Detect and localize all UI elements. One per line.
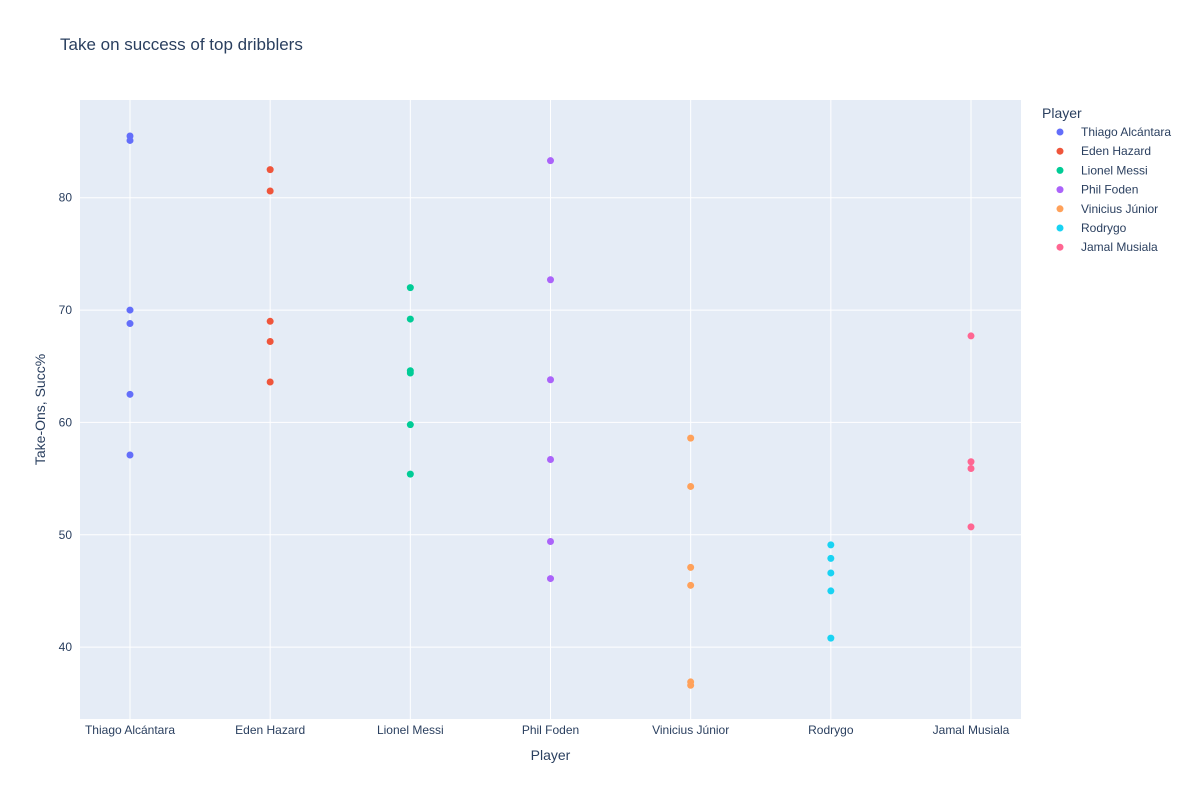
x-tick-label: Thiago Alcántara	[85, 723, 175, 737]
legend-item[interactable]: Thiago Alcántara	[1056, 125, 1172, 139]
data-point[interactable]	[547, 538, 554, 546]
data-points	[126, 132, 975, 689]
legend-item[interactable]: Vinicius Júnior	[1056, 202, 1159, 216]
x-axis-label: Player	[531, 747, 571, 763]
data-point[interactable]	[827, 569, 835, 577]
data-point[interactable]	[967, 458, 975, 466]
data-point[interactable]	[967, 523, 975, 531]
data-point[interactable]	[406, 421, 414, 429]
x-tick-label: Eden Hazard	[235, 723, 305, 737]
legend-title: Player	[1042, 105, 1082, 121]
y-tick-label: 50	[59, 528, 73, 542]
data-point[interactable]	[406, 369, 414, 377]
data-point[interactable]	[827, 554, 835, 562]
data-point[interactable]	[406, 470, 414, 478]
data-point[interactable]	[266, 338, 274, 346]
legend-label: Lionel Messi	[1081, 163, 1148, 177]
data-point[interactable]	[967, 464, 975, 472]
x-tick-label: Jamal Musiala	[933, 723, 1010, 737]
legend-item[interactable]: Rodrygo	[1056, 221, 1127, 235]
data-point[interactable]	[547, 575, 554, 583]
legend-marker	[1056, 147, 1064, 155]
legend-label: Rodrygo	[1081, 221, 1127, 235]
series-2	[406, 284, 414, 478]
data-point[interactable]	[687, 434, 695, 442]
data-point[interactable]	[406, 284, 414, 292]
data-point[interactable]	[126, 136, 134, 144]
data-point[interactable]	[547, 455, 554, 463]
x-tick-label: Phil Foden	[522, 723, 579, 737]
data-point[interactable]	[266, 166, 274, 174]
legend-item[interactable]: Lionel Messi	[1056, 163, 1148, 177]
data-point[interactable]	[126, 306, 134, 314]
legend-marker	[1056, 166, 1064, 174]
data-point[interactable]	[266, 317, 274, 325]
data-point[interactable]	[687, 681, 695, 689]
series-6	[967, 332, 975, 531]
legend-label: Thiago Alcántara	[1081, 125, 1171, 139]
legend-label: Eden Hazard	[1081, 144, 1151, 158]
y-axis-ticks: 40 50 60 70 80	[59, 191, 73, 654]
series-0	[126, 132, 134, 459]
x-axis-ticks: Thiago Alcántara Eden Hazard Lionel Messi P…	[85, 723, 1010, 737]
data-point[interactable]	[266, 378, 274, 386]
y-tick-label: 70	[59, 303, 73, 317]
legend-label: Jamal Musiala	[1081, 240, 1158, 254]
legend-marker	[1056, 128, 1064, 136]
y-tick-label: 60	[59, 415, 73, 429]
grid-lines	[80, 100, 1021, 719]
data-point[interactable]	[687, 563, 695, 571]
data-point[interactable]	[827, 541, 835, 549]
data-point[interactable]	[266, 187, 274, 195]
legend-marker	[1056, 243, 1064, 251]
legend-label: Phil Foden	[1081, 183, 1138, 197]
legend-marker	[1056, 205, 1064, 213]
x-tick-label: Lionel Messi	[377, 723, 444, 737]
series-5	[827, 541, 835, 642]
legend-items[interactable]: Thiago Alcántara Eden Hazard Lionel Messi P…	[1056, 125, 1172, 254]
chart-title: Take on success of top dribblers	[60, 35, 303, 54]
data-point[interactable]	[967, 332, 975, 340]
legend-marker	[1056, 186, 1064, 194]
data-point[interactable]	[547, 157, 554, 165]
data-point[interactable]	[547, 276, 554, 284]
data-point[interactable]	[547, 376, 554, 384]
y-tick-label: 40	[59, 640, 73, 654]
data-point[interactable]	[687, 581, 695, 589]
legend-marker	[1056, 224, 1064, 232]
y-tick-label: 80	[59, 191, 73, 205]
series-4	[687, 434, 695, 689]
legend-item[interactable]: Eden Hazard	[1056, 144, 1152, 158]
legend-label: Vinicius Júnior	[1081, 202, 1158, 216]
data-point[interactable]	[687, 482, 695, 490]
data-point[interactable]	[406, 315, 414, 323]
legend[interactable]: Player Thiago Alcántara Eden Hazard Lionel…	[1042, 105, 1171, 254]
series-1	[266, 166, 274, 386]
data-point[interactable]	[126, 451, 134, 459]
data-point[interactable]	[827, 634, 835, 642]
data-point[interactable]	[126, 320, 134, 328]
data-point[interactable]	[126, 390, 134, 398]
legend-item[interactable]: Jamal Musiala	[1056, 240, 1159, 254]
legend-item[interactable]: Phil Foden	[1056, 183, 1139, 197]
x-tick-label: Vinicius Júnior	[652, 723, 729, 737]
data-point[interactable]	[827, 587, 835, 595]
x-tick-label: Rodrygo	[808, 723, 854, 737]
series-3	[547, 157, 554, 583]
y-axis-label: Take-Ons, Succ%	[32, 354, 48, 465]
